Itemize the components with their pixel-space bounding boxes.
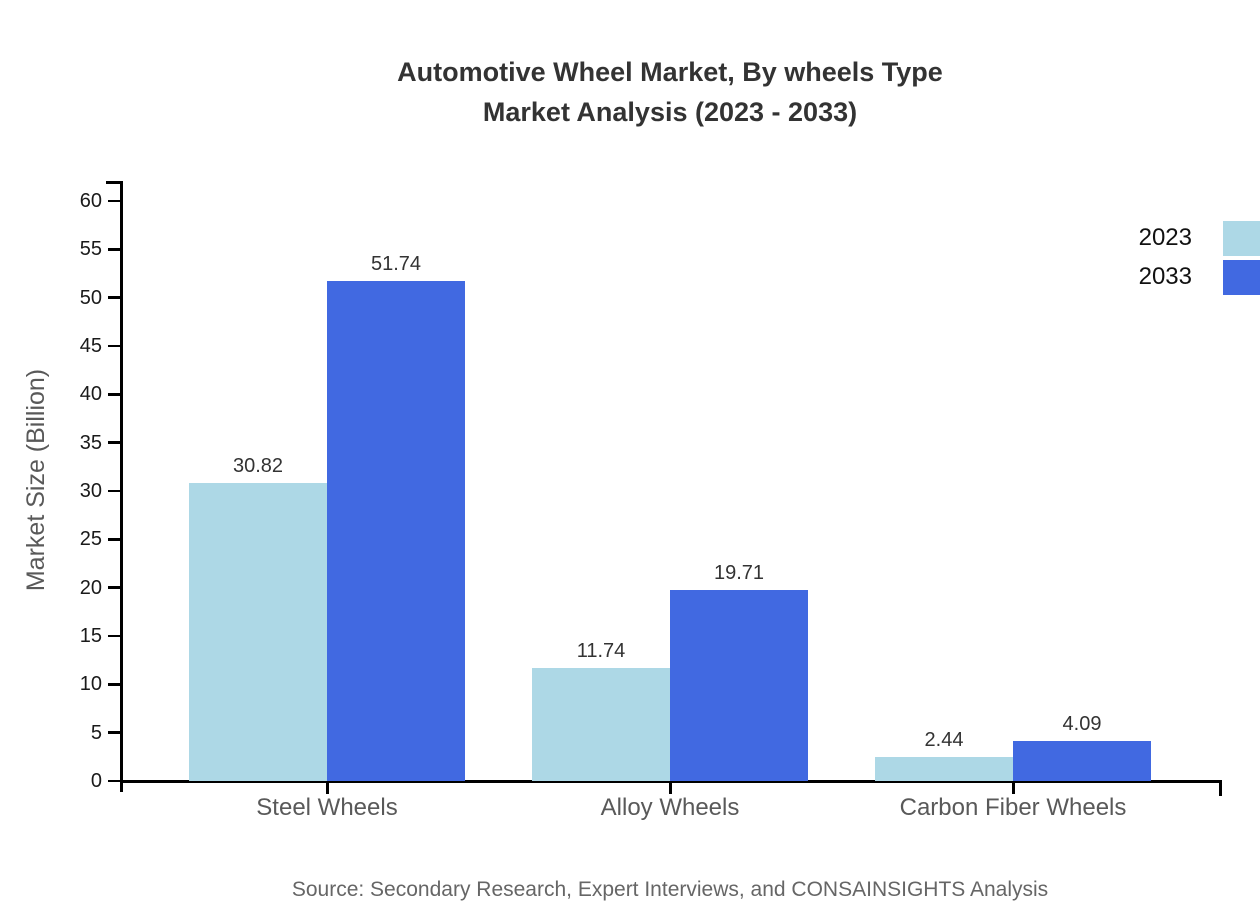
x-tick-mark (1011, 781, 1015, 794)
y-tick-label: 25 (79, 528, 102, 551)
chart-title: Automotive Wheel Market, By wheels Type … (80, 52, 1260, 132)
x-tick-mark (325, 781, 329, 794)
chart-title-line-1: Automotive Wheel Market, By wheels Type (397, 57, 943, 87)
y-tick-label: 60 (79, 190, 102, 212)
bar-value-label: 19.71 (713, 562, 765, 585)
y-tick-label: 45 (79, 335, 102, 357)
y-tick-mark (108, 199, 121, 203)
legend-label-2033: 2033 (1138, 263, 1192, 290)
x-tick-mark (668, 781, 672, 794)
x-axis-end-cap (1219, 780, 1222, 796)
y-tick-mark (108, 344, 121, 348)
y-tick-mark (108, 538, 121, 541)
x-category-label: Alloy Wheels (600, 794, 740, 821)
legend-swatch-2033 (1223, 260, 1260, 295)
y-axis-line (120, 181, 123, 792)
bar-value-label: 4.09 (1062, 713, 1102, 736)
y-tick-mark (108, 248, 121, 251)
y-tick-label: 0 (90, 770, 102, 792)
y-tick-label: 55 (79, 238, 102, 261)
legend-swatch-2023 (1223, 221, 1260, 256)
y-tick-mark (108, 634, 121, 638)
y-tick-label: 50 (79, 286, 102, 309)
bar-2023-2 (875, 757, 1013, 781)
y-tick-label: 40 (79, 383, 102, 406)
y-tick-mark (108, 731, 121, 734)
y-tick-mark (108, 779, 121, 783)
y-tick-mark (108, 441, 121, 444)
y-tick-label: 20 (79, 576, 102, 599)
bar-2033-0 (327, 280, 465, 781)
bar-value-label: 11.74 (576, 639, 626, 662)
source-note: Source: Secondary Research, Expert Inter… (291, 878, 1049, 901)
y-tick-mark (108, 489, 121, 493)
bar-2033-2 (1013, 741, 1151, 781)
y-tick-label: 15 (79, 625, 102, 647)
bar-2023-1 (532, 667, 670, 781)
x-category-label: Carbon Fiber Wheels (899, 794, 1127, 821)
chart-title-line-2: Market Analysis (2023 - 2033) (482, 97, 858, 127)
y-axis-top-cap (106, 181, 123, 184)
bar-value-label: 2.44 (924, 729, 964, 752)
y-tick-label: 5 (90, 721, 102, 744)
bar-2033-1 (670, 590, 808, 781)
y-tick-mark (108, 586, 121, 589)
y-tick-mark (108, 683, 121, 686)
y-tick-label: 30 (79, 480, 102, 502)
bar-value-label: 30.82 (232, 455, 284, 478)
y-tick-mark (108, 296, 121, 299)
y-tick-label: 35 (79, 431, 102, 454)
x-category-label: Steel Wheels (256, 794, 398, 821)
bar-2023-0 (189, 483, 327, 781)
y-tick-label: 10 (79, 673, 102, 696)
y-tick-mark (108, 393, 121, 396)
bar-value-label: 51.74 (370, 252, 422, 275)
legend-label-2023: 2023 (1138, 224, 1192, 251)
